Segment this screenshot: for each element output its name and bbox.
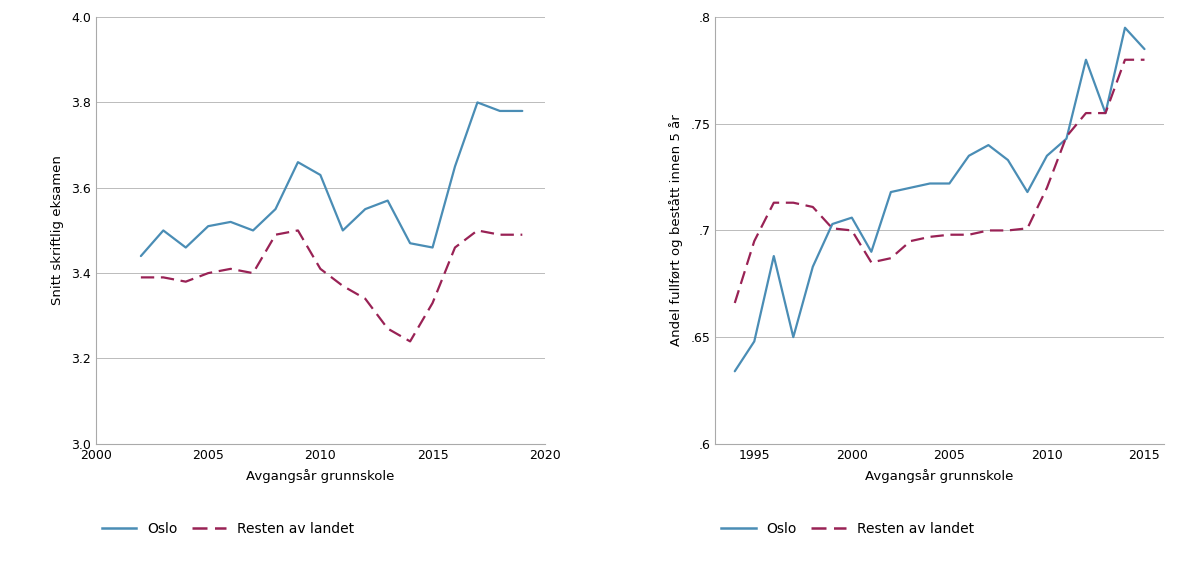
X-axis label: Avgangsår grunnskole: Avgangsår grunnskole <box>246 469 395 483</box>
Legend: Oslo, Resten av landet: Oslo, Resten av landet <box>715 517 979 542</box>
Y-axis label: Andel fullført og bestått innen 5 år: Andel fullført og bestått innen 5 år <box>670 114 684 347</box>
X-axis label: Avgangsår grunnskole: Avgangsår grunnskole <box>865 469 1014 483</box>
Y-axis label: Snitt skriftlig eksamen: Snitt skriftlig eksamen <box>52 155 65 306</box>
Legend: Oslo, Resten av landet: Oslo, Resten av landet <box>96 517 360 542</box>
